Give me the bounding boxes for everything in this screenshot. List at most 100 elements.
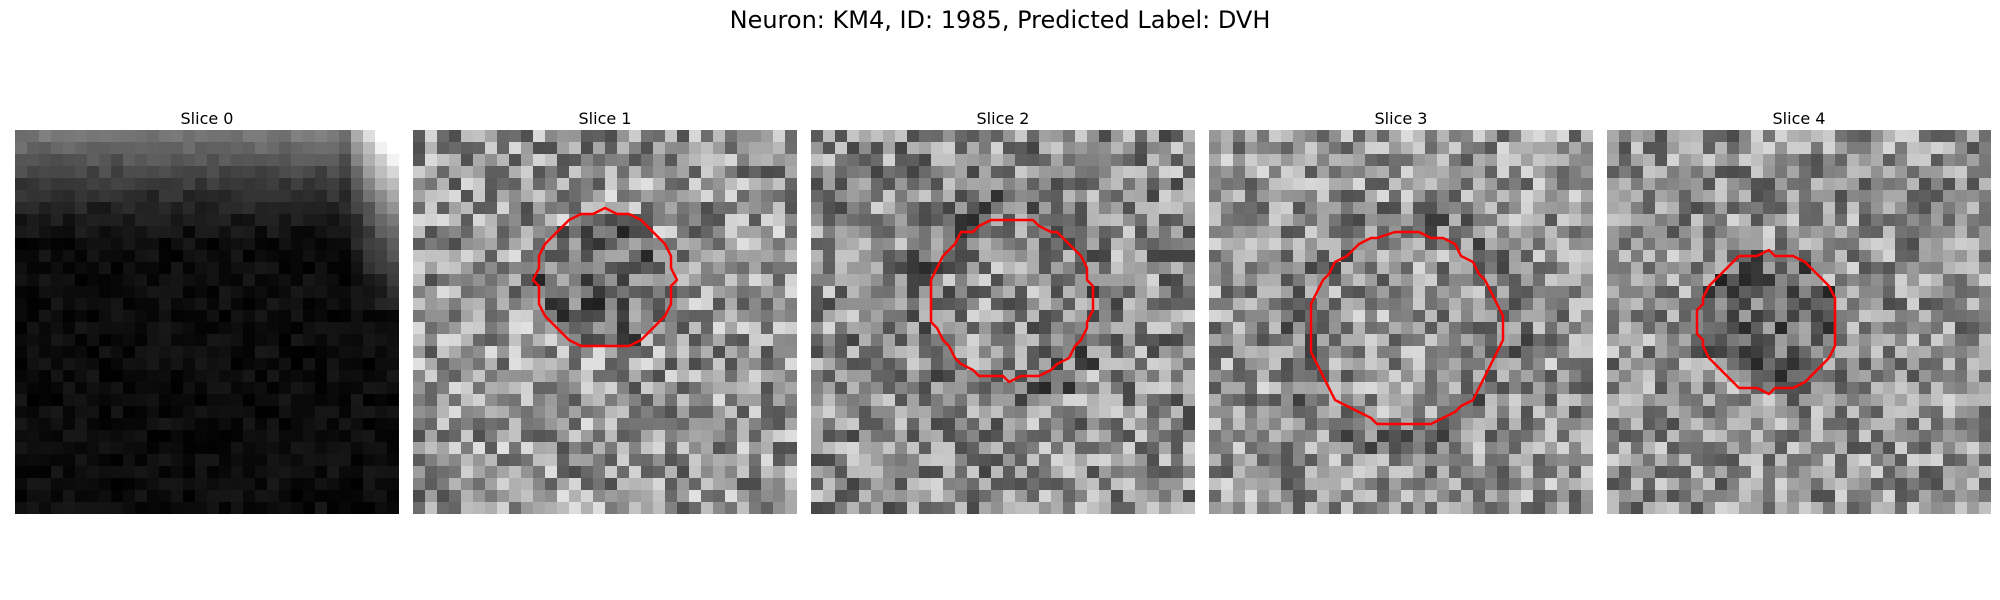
- image-pixel: [1257, 358, 1270, 371]
- image-pixel: [315, 346, 328, 359]
- image-pixel: [737, 202, 750, 215]
- image-pixel: [1533, 166, 1546, 179]
- image-pixel: [1703, 250, 1716, 263]
- image-pixel: [967, 298, 980, 311]
- image-pixel: [1521, 334, 1534, 347]
- image-pixel: [1099, 466, 1112, 479]
- image-pixel: [761, 394, 774, 407]
- image-pixel: [883, 262, 896, 275]
- image-pixel: [1329, 274, 1342, 287]
- image-pixel: [883, 238, 896, 251]
- image-pixel: [183, 154, 196, 167]
- image-pixel: [1557, 466, 1570, 479]
- image-pixel: [1545, 478, 1558, 491]
- image-pixel: [1607, 334, 1620, 347]
- image-pixel: [509, 430, 522, 443]
- image-pixel: [737, 358, 750, 371]
- image-pixel: [1859, 226, 1872, 239]
- image-pixel: [1655, 154, 1668, 167]
- image-pixel: [1183, 250, 1195, 263]
- image-pixel: [883, 166, 896, 179]
- image-pixel: [557, 202, 570, 215]
- image-pixel: [725, 142, 738, 155]
- image-pixel: [327, 322, 340, 335]
- image-pixel: [363, 478, 376, 491]
- image-pixel: [1521, 490, 1534, 503]
- image-pixel: [1353, 454, 1366, 467]
- image-pixel: [761, 430, 774, 443]
- image-pixel: [1003, 442, 1016, 455]
- image-pixel: [1003, 238, 1016, 251]
- image-pixel: [375, 430, 388, 443]
- image-pixel: [255, 502, 268, 514]
- image-pixel: [171, 226, 184, 239]
- image-pixel: [473, 214, 486, 227]
- image-pixel: [521, 490, 534, 503]
- image-pixel: [1739, 298, 1752, 311]
- image-pixel: [135, 262, 148, 275]
- image-pixel: [339, 322, 352, 335]
- image-pixel: [1389, 178, 1402, 191]
- image-pixel: [51, 490, 64, 503]
- image-pixel: [51, 454, 64, 467]
- image-pixel: [823, 166, 836, 179]
- image-pixel: [1209, 298, 1222, 311]
- image-pixel: [545, 214, 558, 227]
- image-pixel: [943, 274, 956, 287]
- image-pixel: [605, 130, 618, 143]
- image-pixel: [1799, 214, 1812, 227]
- image-pixel: [1607, 298, 1620, 311]
- image-pixel: [63, 334, 76, 347]
- image-pixel: [1123, 394, 1136, 407]
- image-pixel: [1607, 178, 1620, 191]
- image-pixel: [291, 490, 304, 503]
- image-pixel: [931, 442, 944, 455]
- image-pixel: [39, 394, 52, 407]
- image-pixel: [1979, 358, 1991, 371]
- image-pixel: [1293, 454, 1306, 467]
- image-pixel: [677, 418, 690, 431]
- image-pixel: [1329, 346, 1342, 359]
- image-pixel: [1847, 358, 1860, 371]
- image-pixel: [1739, 226, 1752, 239]
- image-pixel: [1413, 358, 1426, 371]
- image-pixel: [1619, 190, 1632, 203]
- image-pixel: [1655, 418, 1668, 431]
- image-pixel: [581, 262, 594, 275]
- image-pixel: [689, 334, 702, 347]
- image-pixel: [701, 190, 714, 203]
- image-pixel: [1557, 430, 1570, 443]
- image-pixel: [835, 346, 848, 359]
- image-pixel: [1509, 418, 1522, 431]
- image-pixel: [1257, 238, 1270, 251]
- image-pixel: [1111, 322, 1124, 335]
- image-pixel: [1377, 370, 1390, 383]
- image-pixel: [1811, 442, 1824, 455]
- image-pixel: [363, 490, 376, 503]
- image-pixel: [1027, 274, 1040, 287]
- image-pixel: [1111, 442, 1124, 455]
- image-pixel: [231, 214, 244, 227]
- image-pixel: [773, 166, 786, 179]
- image-pixel: [1763, 430, 1776, 443]
- image-pixel: [533, 166, 546, 179]
- image-pixel: [303, 190, 316, 203]
- image-pixel: [171, 370, 184, 383]
- image-pixel: [485, 154, 498, 167]
- image-pixel: [363, 202, 376, 215]
- image-pixel: [1787, 166, 1800, 179]
- image-pixel: [327, 418, 340, 431]
- image-pixel: [1183, 370, 1195, 383]
- image-pixel: [231, 274, 244, 287]
- image-pixel: [1703, 442, 1716, 455]
- image-pixel: [449, 442, 462, 455]
- image-pixel: [1003, 190, 1016, 203]
- image-pixel: [1631, 178, 1644, 191]
- image-pixel: [1509, 202, 1522, 215]
- image-pixel: [1473, 190, 1486, 203]
- image-pixel: [461, 310, 474, 323]
- slice-image: [413, 130, 797, 514]
- image-pixel: [267, 226, 280, 239]
- image-pixel: [315, 430, 328, 443]
- image-pixel: [1497, 262, 1510, 275]
